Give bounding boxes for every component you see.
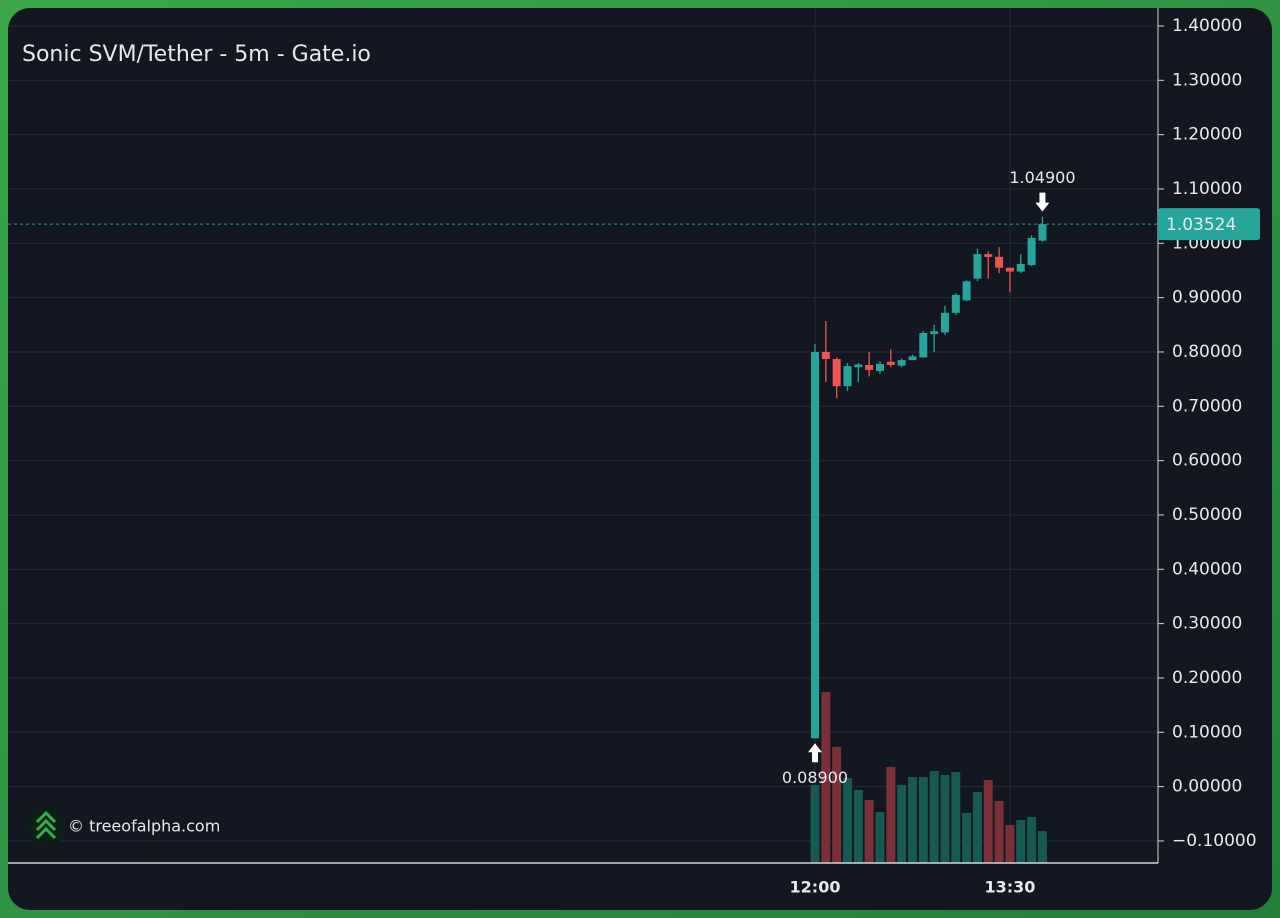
volume-bar	[907, 777, 917, 863]
volume-bar	[1005, 825, 1015, 863]
candle-body	[843, 366, 852, 387]
y-tick-label: 1.20000	[1172, 125, 1242, 145]
y-tick-label: −0.10000	[1172, 831, 1257, 851]
candle-body	[951, 294, 960, 313]
candle-body	[897, 360, 906, 366]
max-label: 1.04900	[1009, 168, 1075, 187]
volume-bar	[983, 780, 993, 863]
candle-body	[940, 312, 949, 333]
candle-body	[1005, 267, 1014, 272]
candle-body	[865, 365, 874, 370]
y-tick-label: 0.60000	[1172, 451, 1242, 471]
min-arrow	[808, 743, 822, 763]
candle-body	[854, 364, 863, 368]
last-price-box	[1158, 208, 1260, 241]
volume-bar	[864, 800, 874, 863]
candle-body	[1038, 224, 1047, 241]
candle-body	[1016, 263, 1025, 272]
y-tick-label: 0.90000	[1172, 288, 1242, 308]
volume-bar	[875, 812, 885, 863]
candle-body	[908, 356, 917, 361]
volume-bar	[918, 777, 928, 863]
volume-bar	[951, 772, 961, 863]
candle-body	[811, 351, 819, 739]
candle-body	[832, 359, 841, 387]
candle-body	[821, 351, 830, 360]
volume-bar	[842, 778, 852, 863]
y-tick-label: 0.00000	[1172, 777, 1242, 797]
y-tick-label: 1.40000	[1172, 16, 1242, 36]
volume-bar	[962, 813, 972, 863]
y-tick-label: 0.50000	[1172, 505, 1242, 525]
candle-body	[973, 254, 982, 279]
candle-body	[962, 281, 971, 301]
watermark: © treeofalpha.com	[68, 817, 220, 836]
y-tick-label: 1.30000	[1172, 70, 1242, 90]
volume-bar	[821, 692, 831, 863]
y-tick-label: 0.10000	[1172, 722, 1242, 742]
volume-bar	[994, 801, 1004, 863]
volume-bar	[972, 792, 982, 863]
volume-bar	[897, 785, 907, 863]
y-tick-label: 0.70000	[1172, 396, 1242, 416]
logo	[26, 806, 66, 846]
candle-body	[995, 256, 1004, 268]
last-price-label: 1.03524	[1166, 215, 1236, 235]
volume-bar	[929, 771, 939, 863]
x-tick-label: 12:00	[790, 878, 841, 897]
candle-body	[930, 331, 939, 335]
y-tick-label: 0.20000	[1172, 668, 1242, 688]
y-tick-label: 1.10000	[1172, 179, 1242, 199]
candle-body	[984, 254, 993, 257]
panel	[8, 8, 1272, 910]
x-tick-label: 13:30	[984, 878, 1035, 897]
y-tick-label: 0.80000	[1172, 342, 1242, 362]
volume-bar	[940, 775, 950, 863]
candle-body	[886, 361, 895, 366]
chart-title: Sonic SVM/Tether - 5m - Gate.io	[22, 42, 371, 67]
volume-bar	[832, 747, 842, 863]
candle-body	[875, 363, 884, 371]
volume-bar	[1016, 820, 1026, 863]
volume-bar	[810, 785, 820, 863]
y-tick-label: 0.40000	[1172, 559, 1242, 579]
y-tick-label: 0.30000	[1172, 614, 1242, 634]
candle-body	[919, 332, 928, 358]
min-label: 0.08900	[782, 768, 848, 787]
max-arrow	[1035, 192, 1050, 212]
volume-bar	[886, 767, 896, 863]
volume-bar	[853, 790, 863, 863]
plot	[8, 8, 1158, 863]
volume-bar	[1027, 817, 1037, 863]
candle-body	[1027, 237, 1036, 266]
volume-bar	[1037, 831, 1047, 863]
